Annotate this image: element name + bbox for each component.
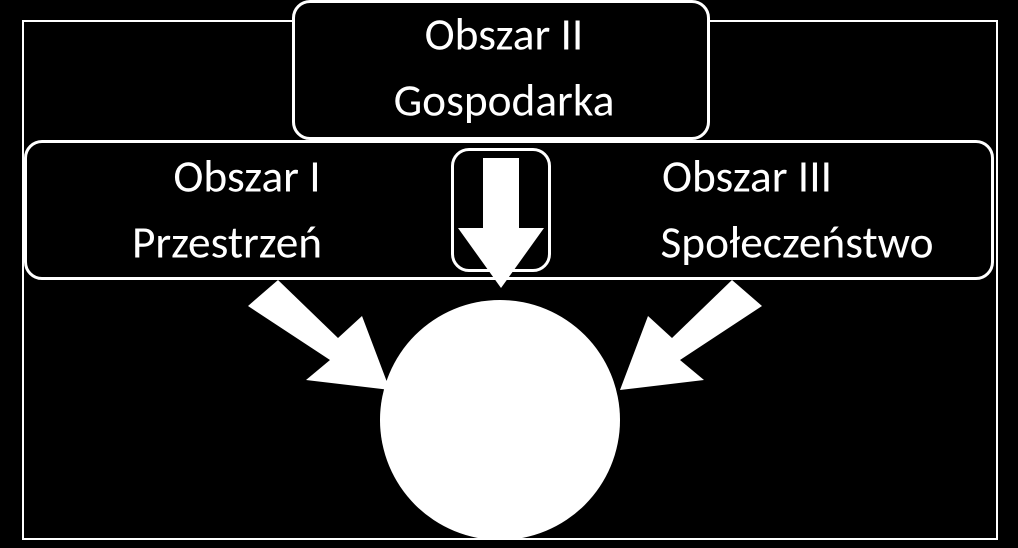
circle-target — [380, 300, 620, 540]
label-obszar-ii-line1: Obszar II — [425, 8, 584, 63]
label-obszar-i-line2: Przestrzeń — [132, 216, 322, 271]
arrow-down-icon — [458, 158, 544, 288]
label-obszar-i-line1: Obszar I — [173, 150, 320, 205]
arrow-left-icon — [240, 280, 390, 390]
arrow-right-icon — [620, 280, 770, 390]
label-obszar-iii-line1: Obszar III — [662, 150, 832, 205]
label-obszar-ii-line2: Gospodarka — [394, 74, 615, 129]
label-obszar-iii-line2: Społeczeństwo — [660, 216, 933, 271]
box-obszar-ii: Obszar II Gospodarka — [292, 0, 710, 140]
